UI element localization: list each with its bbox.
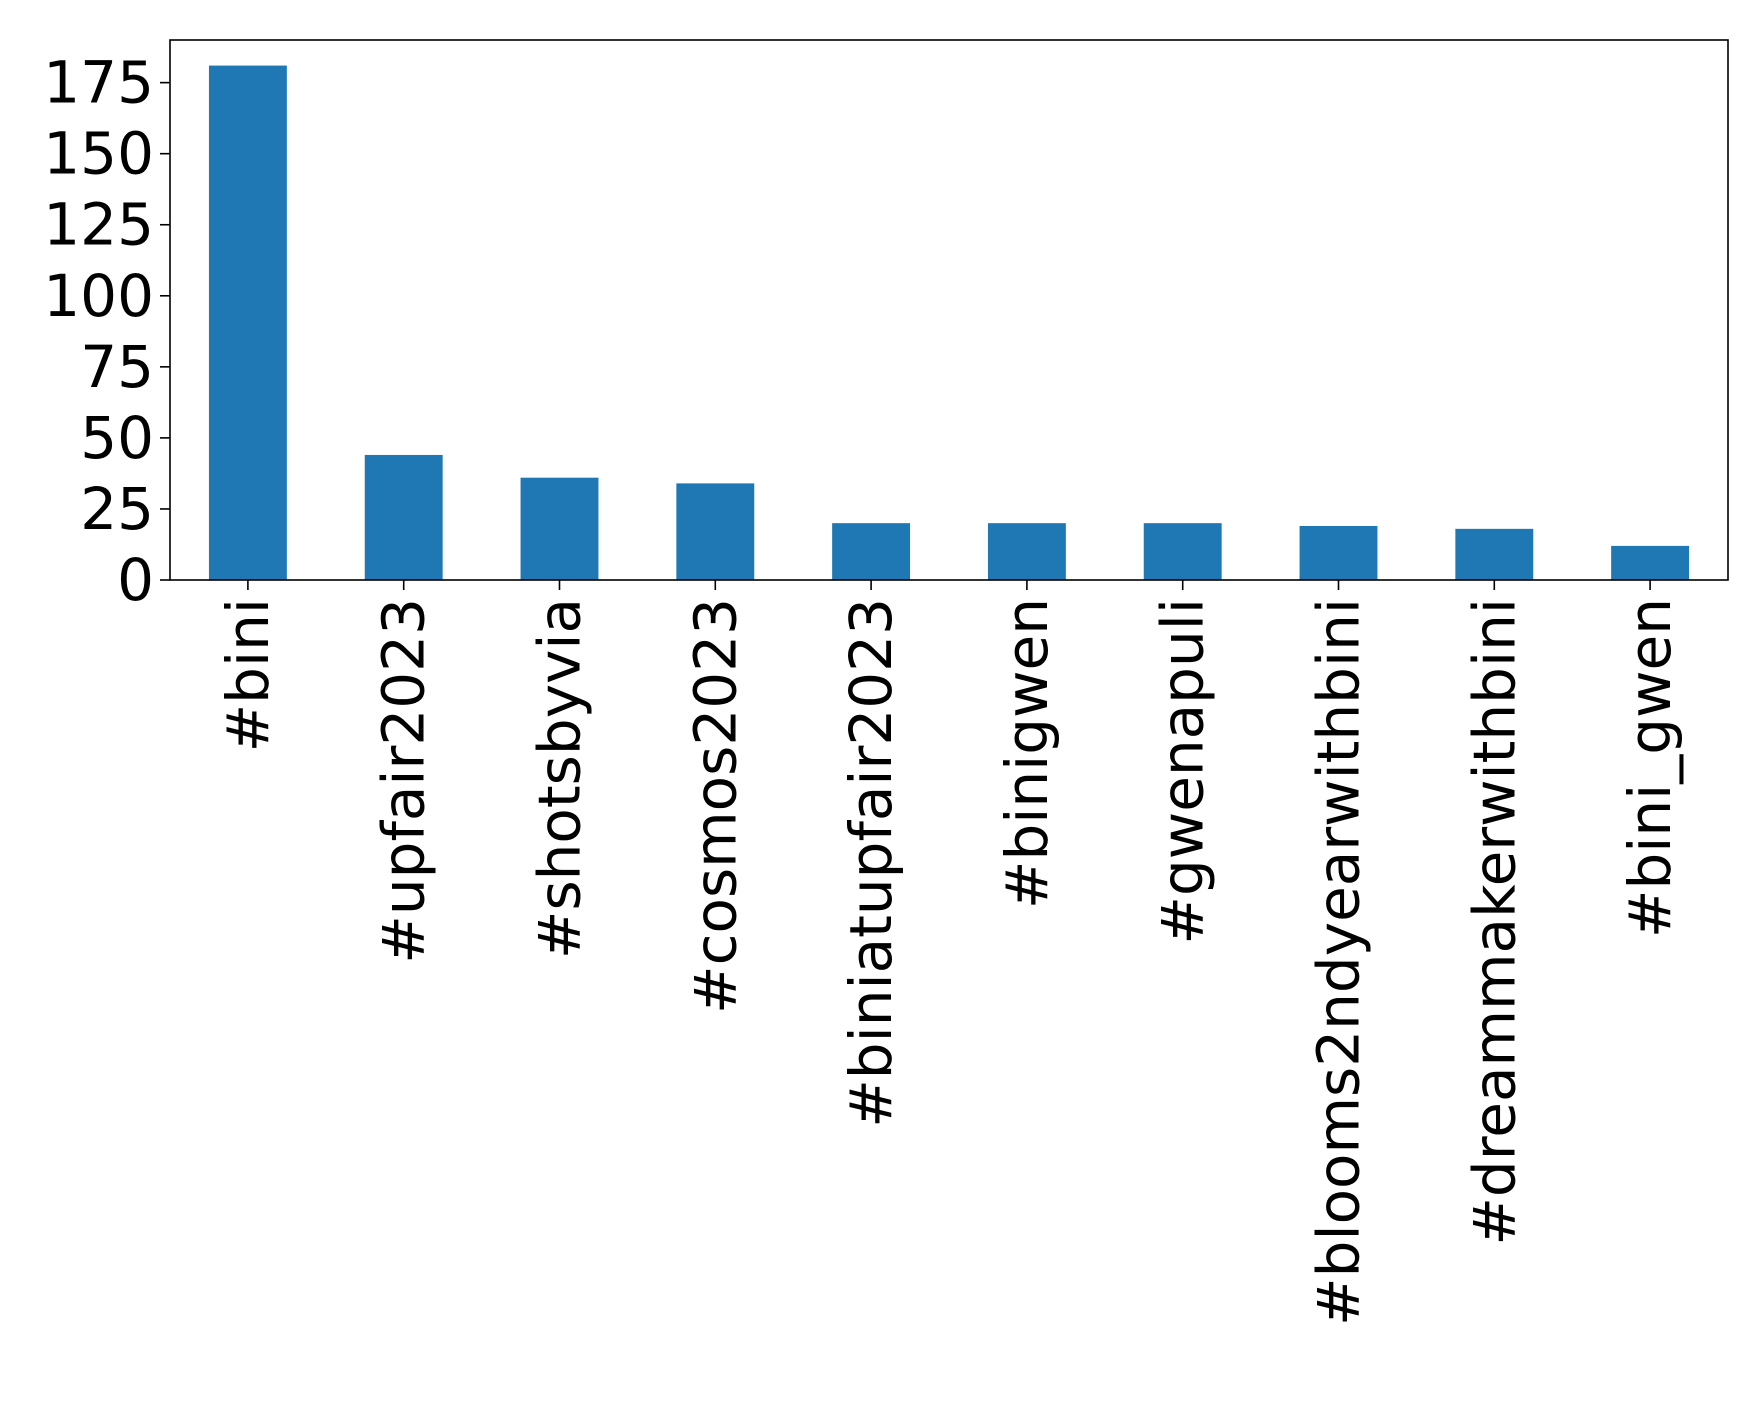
plot-frame	[169, 39, 1729, 581]
bar-binigwen	[987, 523, 1066, 580]
x-tick-label-cosmos2023: #cosmos2023	[681, 598, 749, 1014]
y-tick-label: 150	[43, 120, 154, 188]
y-tick-label: 100	[43, 262, 154, 330]
x-tick-label-bini: #bini	[214, 598, 282, 752]
y-tick-label: 175	[43, 49, 154, 117]
bar-dreammakerwithbini	[1455, 528, 1534, 580]
x-tick-label-dreammakerwithbini: #dreammakerwithbini	[1460, 598, 1528, 1246]
x-axis: #bini #upfair2023 #shotsbyvia #cosmos2023 #b…	[214, 580, 1684, 1326]
bar-upfair2023	[364, 454, 443, 580]
x-tick-label-blooms2ndyearwithbini: #blooms2ndyearwithbini	[1305, 598, 1373, 1326]
bar-bini	[208, 65, 287, 580]
bar-cosmos2023	[676, 483, 755, 580]
x-tick-label-upfair2023: #upfair2023	[370, 598, 438, 964]
bar-gwenapuli	[1143, 523, 1222, 580]
x-tick-label-bini-gwen: #bini_gwen	[1616, 598, 1684, 938]
x-tick-label-shotsbyvia: #shotsbyvia	[526, 598, 594, 959]
bar-blooms2ndyearwithbini	[1299, 526, 1378, 580]
y-tick-label: 75	[80, 333, 154, 401]
bar-biniatupfair2023	[832, 523, 911, 580]
y-tick-label: 0	[117, 546, 154, 614]
bar-shotsbyvia	[520, 477, 599, 580]
bars-group	[208, 65, 1690, 580]
x-tick-label-binigwen: #binigwen	[993, 598, 1061, 909]
bar-bini-gwen	[1611, 545, 1690, 580]
x-tick-label-biniatupfair2023: #biniatupfair2023	[837, 598, 905, 1128]
y-tick-label: 50	[80, 404, 154, 472]
y-tick-label: 25	[80, 475, 154, 543]
x-tick-label-gwenapuli: #gwenapuli	[1149, 598, 1217, 945]
y-tick-label: 125	[43, 191, 154, 259]
